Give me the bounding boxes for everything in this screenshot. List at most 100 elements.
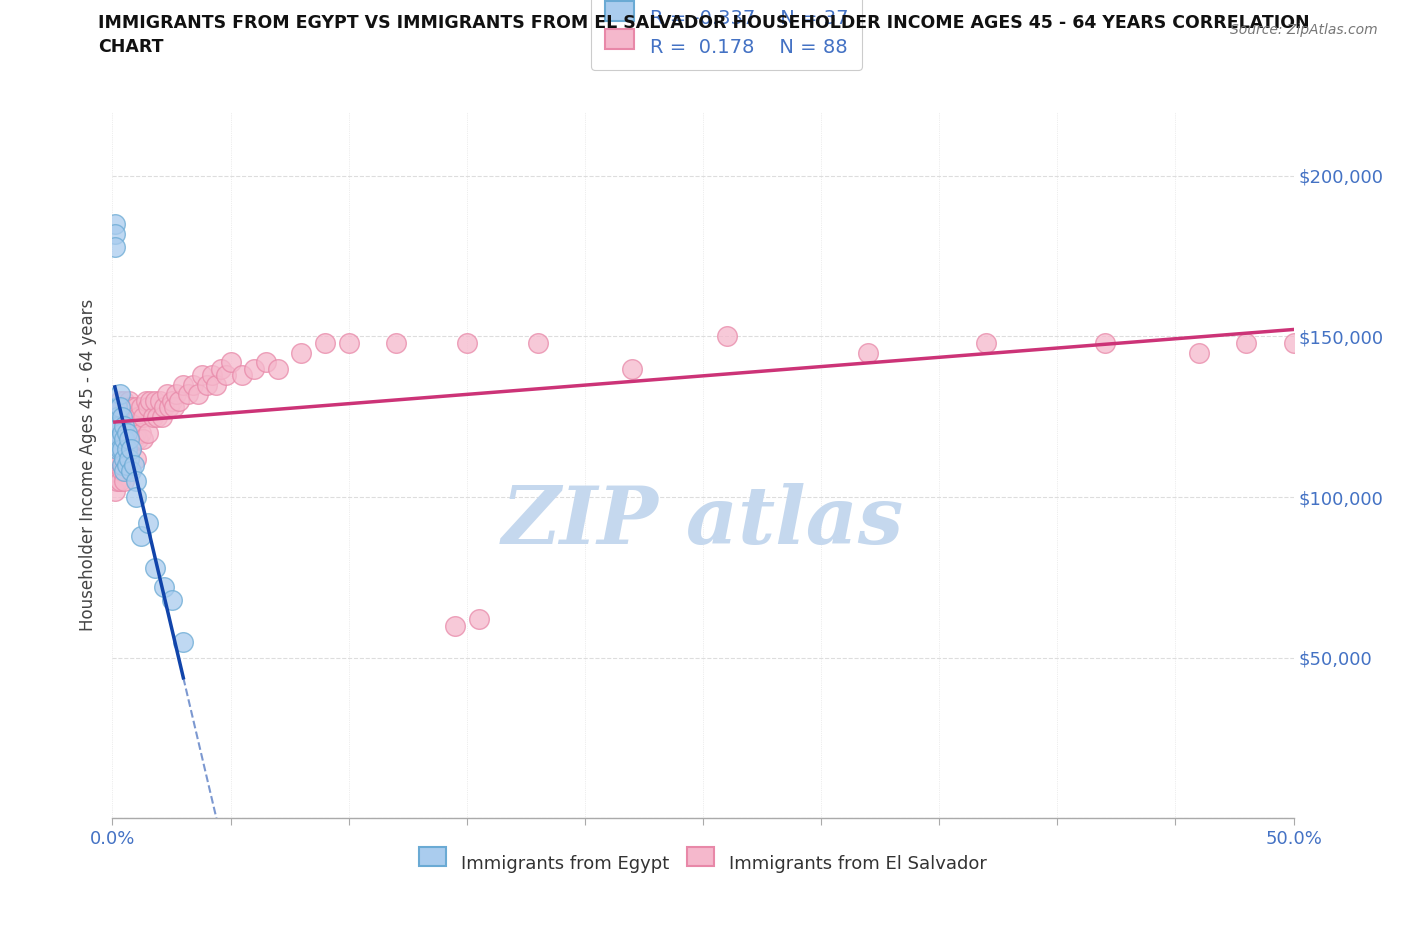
Text: Source: ZipAtlas.com: Source: ZipAtlas.com (1230, 23, 1378, 37)
Point (132, 432, 155, 446)
Point (105, 419, 128, 434)
Point (127, 409, 149, 424)
Point (108, 451, 131, 466)
Point (122, 458, 145, 472)
Point (337, 336, 360, 351)
Point (125, 473, 148, 488)
Point (163, 400, 186, 415)
Point (104, 442, 127, 457)
Point (111, 458, 134, 472)
Point (858, 345, 880, 360)
Point (105, 409, 128, 424)
Point (112, 473, 135, 488)
Point (120, 419, 142, 434)
Legend: Immigrants from Egypt, Immigrants from El Salvador: Immigrants from Egypt, Immigrants from E… (412, 846, 994, 880)
Point (112, 464, 135, 479)
Y-axis label: Householder Income Ages 45 - 64 years: Householder Income Ages 45 - 64 years (79, 299, 97, 631)
Point (205, 378, 228, 392)
Point (120, 442, 142, 457)
Point (621, 361, 644, 376)
Point (215, 367, 238, 382)
Point (111, 464, 134, 479)
Point (104, 217, 127, 232)
Point (104, 464, 127, 479)
Point (153, 400, 176, 415)
Point (146, 409, 169, 424)
Point (153, 579, 176, 594)
Point (105, 400, 128, 415)
Point (160, 592, 183, 607)
Point (108, 432, 131, 446)
Point (105, 442, 128, 457)
Point (160, 393, 183, 408)
Point (191, 367, 214, 382)
Point (195, 378, 218, 392)
Point (186, 387, 208, 402)
Point (105, 473, 128, 488)
Point (112, 432, 135, 446)
Point (118, 393, 141, 408)
Point (125, 400, 148, 415)
Text: ZIP atlas: ZIP atlas (502, 483, 904, 560)
Point (105, 451, 128, 466)
Point (267, 361, 290, 376)
Point (243, 361, 266, 376)
Point (976, 336, 998, 351)
Point (143, 561, 166, 576)
Point (112, 393, 135, 408)
Point (112, 419, 135, 434)
Point (132, 409, 155, 424)
Point (115, 442, 138, 457)
Point (125, 490, 148, 505)
Point (172, 634, 194, 649)
Point (127, 432, 149, 446)
Point (108, 442, 131, 457)
Text: IMMIGRANTS FROM EGYPT VS IMMIGRANTS FROM EL SALVADOR HOUSEHOLDER INCOME AGES 45 : IMMIGRANTS FROM EGYPT VS IMMIGRANTS FROM… (98, 14, 1310, 56)
Point (111, 419, 134, 434)
Point (104, 226, 127, 241)
Point (129, 400, 152, 415)
Point (125, 425, 148, 440)
Point (112, 451, 135, 466)
Point (111, 425, 134, 440)
Point (231, 367, 253, 382)
Point (716, 329, 738, 344)
Point (526, 336, 548, 351)
Point (115, 458, 138, 472)
Point (104, 239, 127, 254)
Point (111, 409, 134, 424)
Point (172, 378, 194, 392)
Point (115, 400, 138, 415)
Point (108, 432, 131, 446)
Point (209, 361, 232, 376)
Point (108, 393, 131, 408)
Point (219, 354, 242, 369)
Point (118, 419, 141, 434)
Point (201, 367, 224, 382)
Point (142, 409, 165, 424)
Point (120, 400, 142, 415)
Point (122, 409, 145, 424)
Point (290, 345, 312, 360)
Point (105, 432, 128, 446)
Point (115, 419, 138, 434)
Point (105, 432, 128, 446)
Point (157, 400, 180, 415)
Point (156, 387, 179, 402)
Point (149, 393, 172, 408)
Point (125, 451, 148, 466)
Point (112, 432, 135, 446)
Point (108, 400, 131, 415)
Point (120, 442, 142, 457)
Point (105, 409, 128, 424)
Point (456, 336, 478, 351)
Point (136, 400, 159, 415)
Point (254, 354, 277, 369)
Point (111, 442, 134, 457)
Point (118, 442, 141, 457)
Point (129, 425, 152, 440)
Point (108, 473, 131, 488)
Point (150, 409, 173, 424)
Point (118, 432, 141, 446)
Point (177, 387, 200, 402)
